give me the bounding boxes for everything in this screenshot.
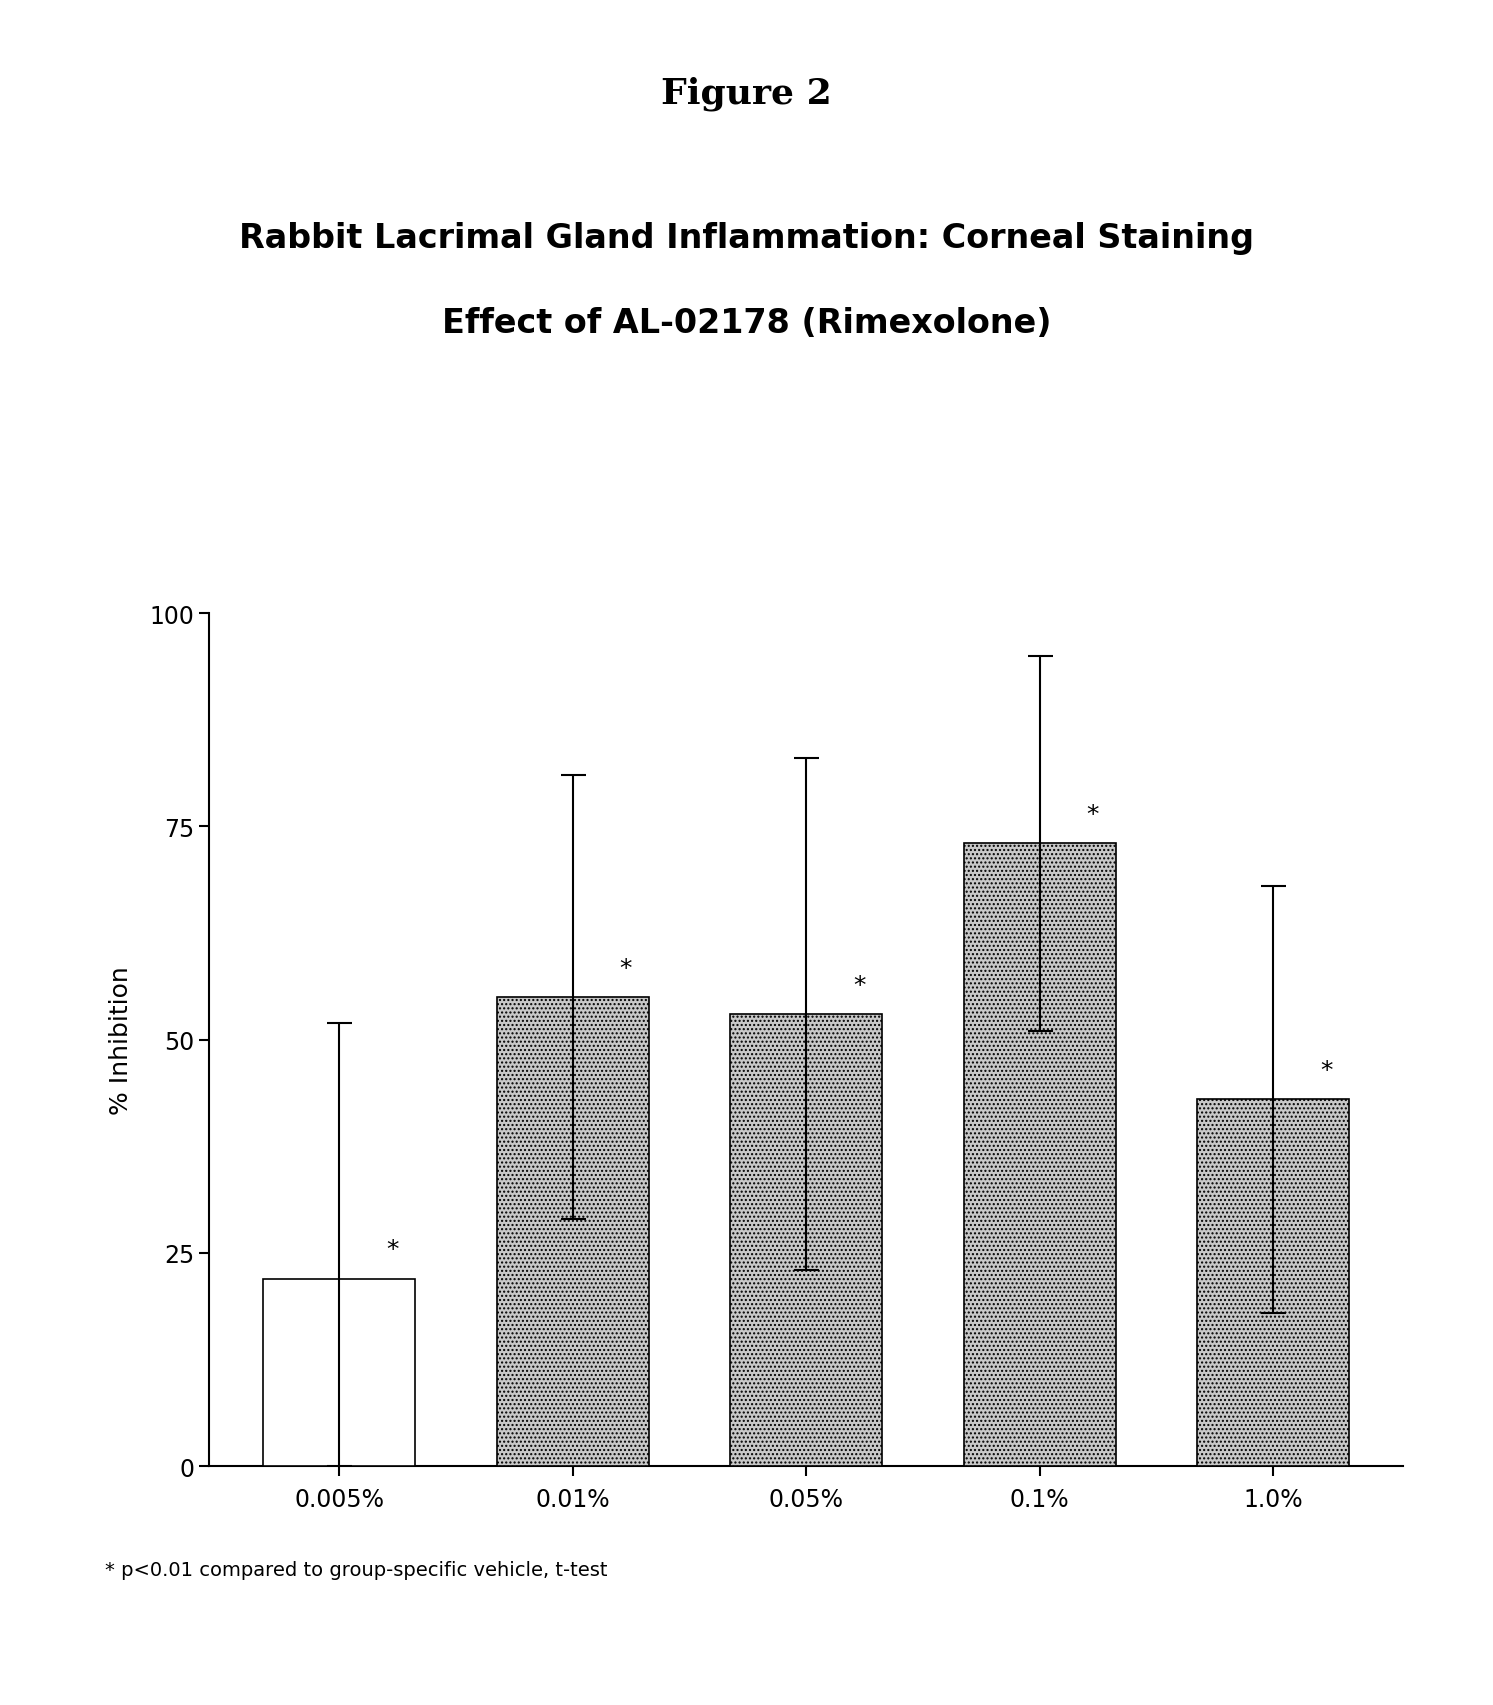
Text: Effect of AL-02178 (Rimexolone): Effect of AL-02178 (Rimexolone) — [442, 307, 1051, 339]
Bar — [730, 1014, 882, 1466]
Y-axis label: % Inhibition: % Inhibition — [109, 965, 133, 1115]
Bar — [1197, 1100, 1350, 1466]
Text: Rabbit Lacrimal Gland Inflammation: Corneal Staining: Rabbit Lacrimal Gland Inflammation: Corn… — [239, 222, 1254, 254]
Bar — [964, 844, 1115, 1466]
Text: *: * — [385, 1238, 399, 1262]
Text: Figure 2: Figure 2 — [661, 77, 832, 111]
Text: *: * — [1087, 803, 1099, 827]
Text: * p<0.01 compared to group-specific vehicle, t-test: * p<0.01 compared to group-specific vehi… — [105, 1560, 608, 1579]
Text: *: * — [853, 974, 866, 997]
Text: *: * — [620, 957, 632, 980]
Text: *: * — [1320, 1059, 1332, 1083]
Bar — [497, 997, 648, 1466]
Bar — [263, 1279, 415, 1466]
